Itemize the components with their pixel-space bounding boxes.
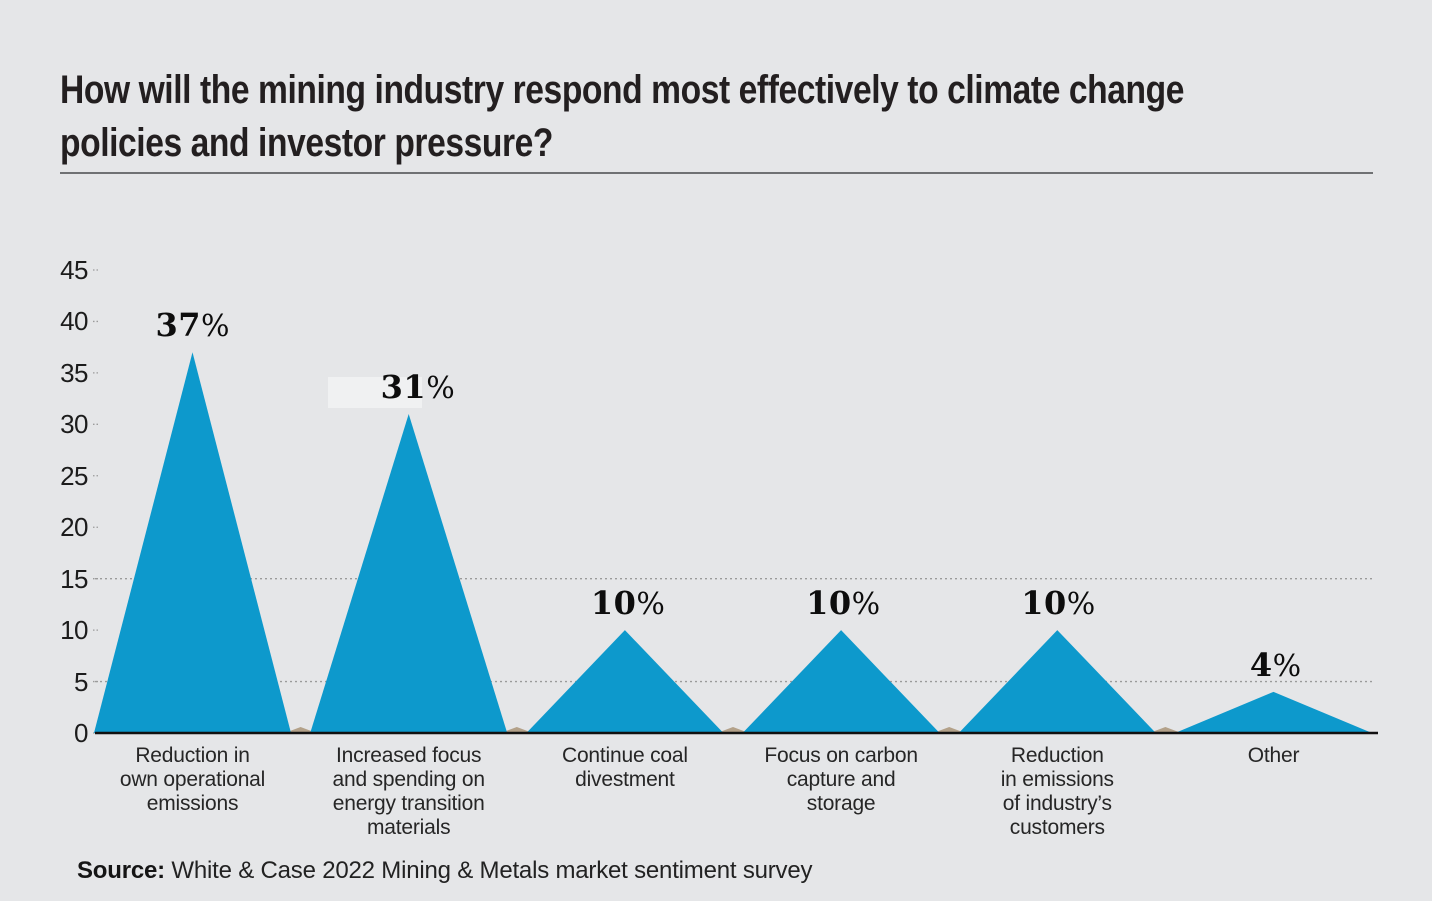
triangle-peak [958,630,1156,733]
source-note: Source: White & Case 2022 Mining & Metal… [77,857,813,885]
gap-wedge [284,727,317,733]
y-tick-label: 10 [60,615,88,646]
category-label: Other [1247,744,1300,767]
value-label: 10% [591,584,665,622]
value-number: 4 [1249,645,1273,684]
triangle-peak [310,414,508,733]
triangle-peak [94,352,291,733]
y-tick-label: 30 [60,409,88,440]
value-label: 4% [1250,646,1301,684]
value-label: 10% [1021,584,1095,622]
y-tick-label: 15 [60,563,88,594]
y-tick-label: 5 [74,666,88,697]
value-label: 37% [155,306,229,344]
y-tick-label: 40 [60,306,88,337]
y-tick-label: 20 [60,512,88,543]
y-tick-label: 0 [74,718,88,748]
category-label: Increased focus and spending on energy t… [332,744,486,839]
title-divider [60,172,1373,174]
value-number: 10 [1021,584,1067,623]
category-label: Focus on carbon capture and storage [764,744,918,815]
value-number: 10 [806,584,852,623]
value-number: 10 [590,584,637,623]
value-number: 31 [380,368,427,407]
percent-sign: % [426,371,455,407]
category-label: Continue coal divestment [561,744,688,791]
triangle-peak [742,630,940,733]
gap-wedge [500,727,533,733]
y-tick-label: 25 [60,460,88,491]
source-text: White & Case 2022 Mining & Metals market… [164,857,813,884]
value-label: 10% [806,584,880,622]
gap-wedge [933,727,966,733]
value-label-highlight [327,377,422,409]
percent-sign: % [851,587,881,623]
percent-sign: % [1272,648,1302,684]
percent-sign: % [1066,587,1096,623]
y-tick-label: 45 [60,254,88,285]
percent-sign: % [201,309,230,345]
source-label: Source: [77,857,165,884]
gap-wedge [717,727,749,733]
triangle-peak [526,630,724,733]
y-tick-label: 35 [60,357,88,388]
page-title: How will the mining industry respond mos… [60,68,1184,165]
category-label: Reduction in own operational emissions [119,744,266,815]
category-label: Reduction in emissions of industry’s cus… [1000,744,1114,839]
value-number: 37 [155,306,202,345]
value-label: 31% [381,368,455,406]
triangle-peak [1175,691,1372,733]
percent-sign: % [636,587,665,623]
gap-wedge [1149,727,1182,733]
